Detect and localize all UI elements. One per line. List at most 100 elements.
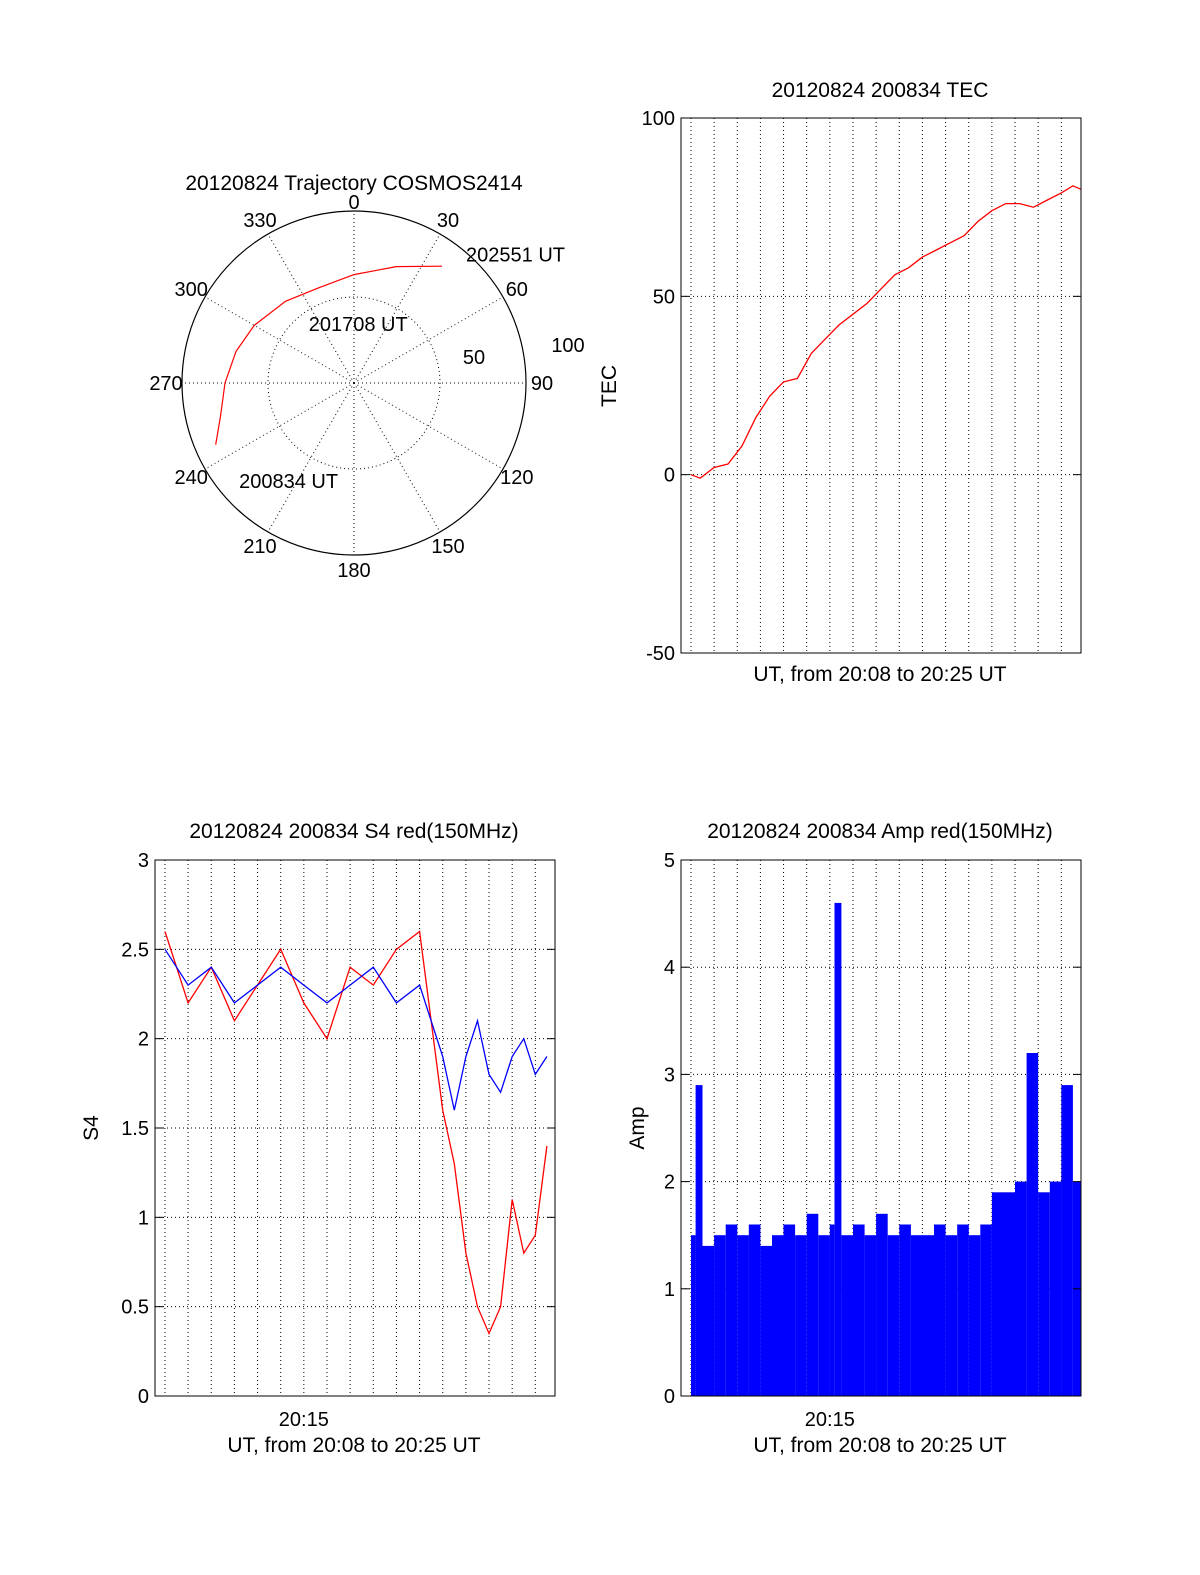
- amp-bar: [772, 1235, 784, 1396]
- amp-bar: [748, 1224, 761, 1396]
- amp-bar: [725, 1224, 738, 1396]
- amp-bar: [737, 1235, 749, 1396]
- s4-y-label: S4: [80, 1115, 103, 1141]
- amp-plot-frame: [680, 859, 1082, 1397]
- tec-series: [690, 185, 1082, 479]
- polar-angle-label-30: 30: [437, 210, 459, 232]
- amp-bar: [1015, 1181, 1027, 1396]
- amp-bar: [834, 902, 842, 1396]
- amp-bar: [945, 1235, 958, 1396]
- polar-radius-label-100: 100: [551, 335, 584, 357]
- polar-grid: [181, 210, 527, 556]
- amp-bar: [1038, 1192, 1050, 1396]
- tec-series-0: [690, 185, 1082, 479]
- amp-x-label: UT, from 20:08 to 20:25 UT: [753, 1434, 1006, 1457]
- tec-y-ticks: 100 50 0 -50: [642, 108, 1081, 665]
- amp-series: [691, 902, 1081, 1396]
- amp-x-ticks: 20:15: [805, 1409, 855, 1431]
- amp-bar: [829, 1224, 835, 1396]
- s4-ytick-label: 0: [138, 1386, 149, 1408]
- polar-angle-label-210: 210: [243, 536, 276, 558]
- tec-x-label: UT, from 20:08 to 20:25 UT: [753, 663, 1006, 686]
- s4-title: 20120824 200834 S4 red(150MHz): [189, 820, 518, 843]
- amp-ytick-label: 4: [664, 957, 675, 979]
- amp-bar: [922, 1235, 934, 1396]
- polar-outer-circle: [181, 210, 527, 556]
- amp-bar: [702, 1245, 715, 1396]
- amp-bar: [957, 1224, 969, 1396]
- polar-annotation-0: 202551 UT: [466, 245, 565, 267]
- polar-angle-label-300: 300: [174, 279, 207, 301]
- s4-ytick-label: 2.5: [121, 939, 149, 961]
- amp-bar: [818, 1235, 830, 1396]
- amp-ytick-label: 3: [664, 1064, 675, 1086]
- amp-bar: [795, 1235, 807, 1396]
- s4-series-1: [164, 948, 548, 1111]
- polar-inner-circle: [267, 296, 441, 470]
- amp-bar: [934, 1224, 946, 1396]
- amp-bar: [806, 1213, 819, 1396]
- amp-bar: [864, 1235, 877, 1396]
- polar-angle-label-150: 150: [431, 536, 464, 558]
- s4-series-0: [164, 930, 548, 1336]
- polar-radius-label-50: 50: [463, 347, 485, 369]
- polar-annotation-2: 200834 UT: [239, 471, 338, 493]
- amp-bar: [691, 1235, 696, 1396]
- tec-title: 20120824 200834 TEC: [772, 79, 989, 102]
- polar-trajectory-series-0: [215, 265, 443, 445]
- amp-bar: [899, 1224, 911, 1396]
- polar-angle-label-60: 60: [506, 279, 528, 301]
- amp-xtick-label: 20:15: [805, 1409, 855, 1431]
- amp-y-ticks: 5 4 3 2 1 0: [664, 850, 1081, 1408]
- amp-bar: [968, 1235, 981, 1396]
- s4-grid: [155, 859, 555, 1397]
- polar-title: 20120824 Trajectory COSMOS2414: [185, 172, 523, 195]
- s4-panel: 20120824 200834 S4 red(150MHz) 3 2.5 2 1.5 1…: [80, 820, 556, 1457]
- s4-ytick-label: 3: [138, 850, 149, 872]
- polar-spoke-300: [204, 296, 355, 384]
- s4-ytick-label: 1.5: [121, 1118, 149, 1140]
- amp-ytick-label: 2: [664, 1172, 675, 1194]
- polar-angle-label-120: 120: [500, 467, 533, 489]
- tec-grid: [681, 117, 1081, 654]
- amp-ytick-label: 5: [664, 850, 675, 872]
- polar-angle-labels: 0 30 60 90 120 150 180 210 240 270 300 330: [149, 192, 553, 582]
- tec-plot-frame: [680, 117, 1082, 654]
- tec-panel: 20120824 200834 TEC 100 50 0 -50 TEC UT, fr…: [598, 79, 1082, 686]
- amp-bar: [1049, 1181, 1062, 1396]
- amp-bar: [887, 1235, 900, 1396]
- amp-bar: [910, 1235, 923, 1396]
- polar-annotation-1: 201708 UT: [309, 314, 408, 336]
- polar-angle-label-240: 240: [174, 467, 207, 489]
- polar-spoke-60: [353, 296, 504, 384]
- polar-angle-label-0: 0: [348, 192, 359, 214]
- polar-angle-label-330: 330: [243, 210, 276, 232]
- s4-series: [164, 930, 548, 1336]
- tec-ytick-label: 0: [664, 465, 675, 487]
- amp-ytick-label: 1: [664, 1279, 675, 1301]
- polar-spoke-150: [353, 382, 441, 533]
- polar-spoke-330: [267, 233, 355, 384]
- s4-y-ticks: 3 2.5 2 1.5 1 0.5 0: [121, 850, 555, 1408]
- s4-ytick-label: 1: [138, 1207, 149, 1229]
- amp-y-label: Amp: [626, 1106, 649, 1149]
- amp-bar: [876, 1213, 888, 1396]
- amp-bar: [1061, 1085, 1073, 1396]
- amp-ytick-label: 0: [664, 1386, 675, 1408]
- amp-bar: [1003, 1192, 1016, 1396]
- polar-angle-label-180: 180: [337, 560, 370, 582]
- amp-panel: 20120824 200834 Amp red(150MHz) 5 4 3 2 1 0 2…: [626, 820, 1082, 1457]
- amp-bar: [991, 1192, 1004, 1396]
- amp-bar: [783, 1224, 796, 1396]
- polar-spoke-120: [353, 382, 504, 470]
- polar-spoke-210: [267, 382, 355, 533]
- polar-spoke-30: [353, 233, 441, 384]
- amp-title: 20120824 200834 Amp red(150MHz): [707, 820, 1053, 843]
- s4-ytick-label: 2: [138, 1029, 149, 1051]
- amp-bar: [760, 1245, 772, 1396]
- tec-ytick-label: 50: [653, 286, 675, 308]
- s4-ytick-label: 0.5: [121, 1297, 149, 1319]
- tec-ytick-label: -50: [646, 643, 675, 665]
- tec-y-label: TEC: [598, 365, 621, 407]
